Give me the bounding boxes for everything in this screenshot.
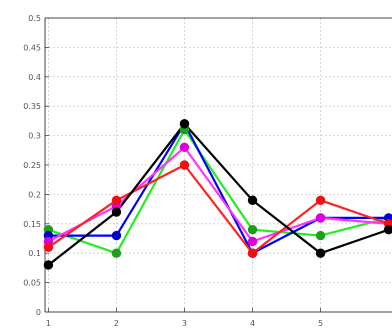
y-tick-label: 0.05 [23,279,41,288]
y-tick-label: 0.1 [28,249,41,258]
series-1-line [48,128,389,255]
series-3-point [179,142,190,153]
series-1-point [247,224,258,235]
y-tick-label: 0.25 [23,161,41,170]
series-5-point [179,119,190,129]
series-3-line [47,146,389,243]
series-5-point [43,260,54,270]
tick-labels-layer: 0 0.05 0.1 0.15 0.2 0.25 0.3 0.35 0.4 0.45 0.5 1 2 3 4… [23,14,323,328]
y-tick-label: 0.3 [28,132,41,141]
series-3-point [315,213,326,223]
x-tick-label: 3 [182,319,187,328]
series-layer [43,119,392,270]
series-4-point [315,195,326,205]
y-tick-label: 0.4 [28,73,41,82]
x-tick-label: 5 [318,319,323,328]
x-tick-label: 1 [46,319,51,328]
series-4-point [179,160,190,170]
series-2-point [111,230,122,241]
series-4-point [43,242,54,253]
x-tick-label: 4 [250,319,255,328]
y-tick-label: 0.2 [28,190,41,199]
x-tick-label: 2 [114,319,119,328]
series-1-point [315,230,326,241]
y-tick-label: 0.15 [23,220,41,229]
y-tick-label: 0 [36,308,41,317]
series-1-point [111,248,122,258]
series-5-point [383,224,392,235]
series-5-point [247,195,258,205]
series-5-point [315,248,326,258]
grid-layer [45,17,392,312]
series-3-point [247,236,258,247]
series-4-line [47,163,389,255]
y-tick-label: 0.5 [28,14,41,23]
y-tick-label: 0.45 [23,43,41,52]
series-5-line [47,122,389,266]
y-tick-label: 0.35 [23,102,41,111]
series-4-point [247,248,258,258]
series-5-point [111,207,122,217]
series-2-line [48,122,389,255]
series-4-point [111,195,122,205]
